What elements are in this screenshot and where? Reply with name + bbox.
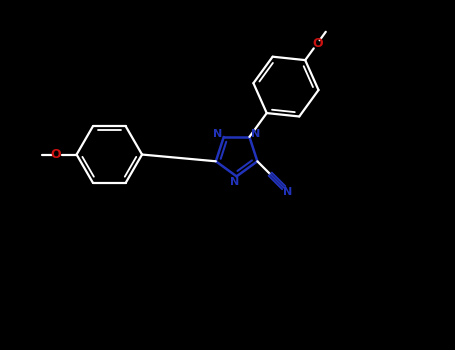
Text: O: O <box>51 148 61 161</box>
Text: N: N <box>251 129 260 139</box>
Text: O: O <box>312 37 323 50</box>
Text: N: N <box>230 177 239 187</box>
Text: N: N <box>213 129 222 139</box>
Text: N: N <box>283 187 293 197</box>
